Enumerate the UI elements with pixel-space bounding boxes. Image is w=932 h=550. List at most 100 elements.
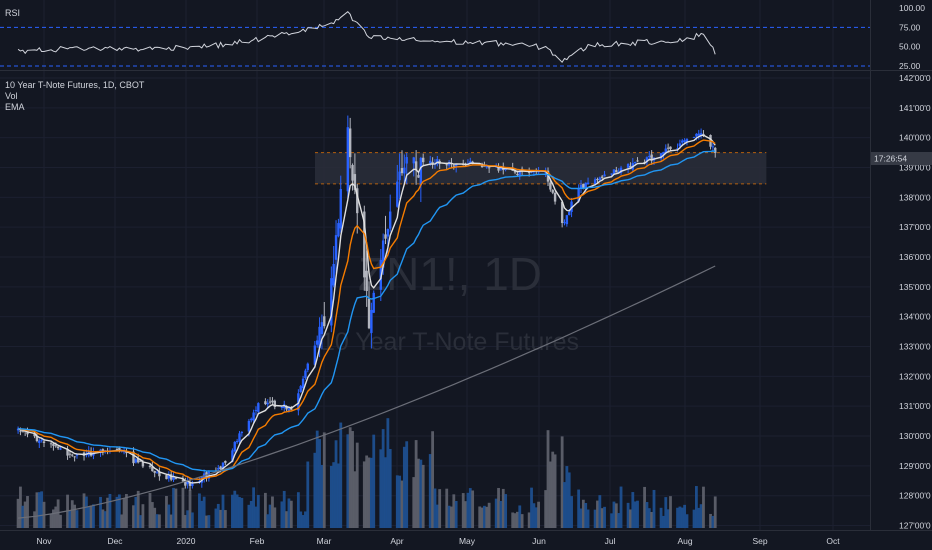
price-tick-label: 127'00'0 bbox=[899, 521, 931, 531]
volume-bar bbox=[329, 465, 333, 528]
candle-body bbox=[372, 292, 375, 313]
volume-bar bbox=[205, 515, 208, 528]
candle-body bbox=[516, 174, 519, 176]
candle-body bbox=[101, 449, 105, 452]
volume-bar bbox=[82, 493, 86, 528]
candle-body bbox=[348, 128, 352, 158]
volume-bar bbox=[464, 501, 467, 528]
candle-body bbox=[52, 443, 55, 446]
candle-body bbox=[626, 163, 630, 168]
volume-bar bbox=[365, 455, 369, 528]
volume-bar bbox=[372, 434, 376, 528]
candle-body bbox=[247, 420, 251, 432]
candle-body bbox=[610, 173, 613, 175]
volume-bar bbox=[108, 493, 112, 528]
volume-bar bbox=[384, 457, 387, 528]
volume-bar bbox=[33, 511, 36, 528]
candle-body bbox=[56, 446, 60, 449]
price-axis[interactable]: 127'00'0 128'00'0 129'00'0 130'00'0 131'00'0… bbox=[899, 73, 931, 531]
candle-body bbox=[429, 160, 432, 164]
candle-body bbox=[301, 378, 305, 389]
volume-bar bbox=[172, 487, 175, 528]
volume-bar bbox=[586, 509, 590, 528]
volume-bar bbox=[636, 500, 639, 528]
price-zone bbox=[314, 152, 767, 184]
volume-bar bbox=[240, 497, 244, 528]
candle-body bbox=[330, 278, 333, 326]
candle-body bbox=[593, 179, 597, 185]
volume-bar bbox=[702, 486, 705, 528]
volume-bar bbox=[84, 496, 88, 528]
volume-bar bbox=[233, 490, 237, 528]
volume-bar bbox=[35, 492, 39, 528]
volume-bar bbox=[414, 440, 418, 528]
candle-body bbox=[219, 466, 222, 470]
volume-bar bbox=[471, 490, 475, 528]
candle-body bbox=[224, 460, 227, 463]
candle-body bbox=[445, 164, 448, 166]
rsi-axis[interactable]: 100.00 75.00 50.00 25.00 bbox=[899, 3, 925, 71]
volume-bar bbox=[252, 487, 256, 528]
volume-bar bbox=[367, 457, 371, 528]
time-tick-label: Oct bbox=[826, 536, 840, 546]
volume-bar bbox=[487, 502, 491, 528]
volume-bar bbox=[355, 442, 359, 528]
price-tick-label: 141'00'0 bbox=[899, 103, 931, 113]
volume-bar bbox=[198, 493, 201, 528]
volume-bar bbox=[680, 507, 684, 528]
volume-bar bbox=[153, 507, 157, 528]
candle-body bbox=[316, 340, 319, 345]
volume-bar bbox=[445, 488, 449, 528]
volume-bar bbox=[315, 430, 319, 528]
volume-bar bbox=[23, 501, 27, 528]
volume-bar bbox=[683, 504, 687, 528]
time-tick-label: Feb bbox=[250, 536, 265, 546]
candle-body bbox=[186, 480, 189, 485]
candle-body bbox=[650, 154, 653, 161]
volume-bar bbox=[296, 492, 300, 528]
volume-bar bbox=[351, 431, 354, 528]
volume-bar bbox=[499, 500, 503, 528]
volume-bar bbox=[626, 502, 630, 528]
volume-bar bbox=[219, 509, 223, 528]
volume-bar bbox=[318, 439, 321, 528]
candle-body bbox=[134, 459, 138, 463]
time-tick-label: May bbox=[459, 536, 476, 546]
candle-body bbox=[353, 174, 357, 190]
time-axis[interactable]: Nov Dec 2020 Feb Mar Apr May Jun Jul Aug Sep Oct bbox=[36, 536, 840, 546]
candle-body bbox=[351, 165, 354, 181]
candle-body bbox=[447, 162, 451, 166]
candle-body bbox=[207, 471, 211, 479]
volume-bar bbox=[534, 507, 538, 528]
volume-bar bbox=[685, 514, 689, 528]
volume-bar bbox=[87, 506, 91, 528]
candle-body bbox=[563, 222, 566, 224]
volume-bar bbox=[337, 463, 340, 528]
volume-bar bbox=[40, 491, 44, 528]
volume-bar bbox=[431, 431, 435, 528]
candle-body bbox=[73, 456, 76, 458]
candle-body bbox=[165, 475, 168, 480]
volume-bar bbox=[612, 501, 616, 528]
candle-body bbox=[560, 201, 564, 223]
candle-body bbox=[122, 451, 126, 453]
volume-bar bbox=[136, 490, 140, 528]
legend-vol: Vol bbox=[5, 91, 18, 101]
candle-body bbox=[273, 400, 277, 407]
price-tick-label: 128'00'0 bbox=[899, 491, 931, 501]
volume-bar bbox=[70, 500, 74, 528]
candle-body bbox=[400, 168, 404, 174]
volume-bar bbox=[666, 509, 670, 528]
candle-body bbox=[629, 165, 632, 168]
watermark-symbol: ZN1!, 1D bbox=[358, 248, 542, 300]
volume-bar bbox=[417, 458, 420, 528]
volume-bar bbox=[54, 506, 58, 528]
volume-bar bbox=[461, 493, 465, 528]
volume-bar bbox=[546, 430, 550, 528]
volume-bar bbox=[313, 452, 317, 528]
candle-body bbox=[711, 146, 715, 148]
candle-body bbox=[313, 345, 317, 365]
candle-body bbox=[59, 448, 62, 450]
watermark-description: 10 Year T-Note Futures bbox=[321, 328, 579, 356]
